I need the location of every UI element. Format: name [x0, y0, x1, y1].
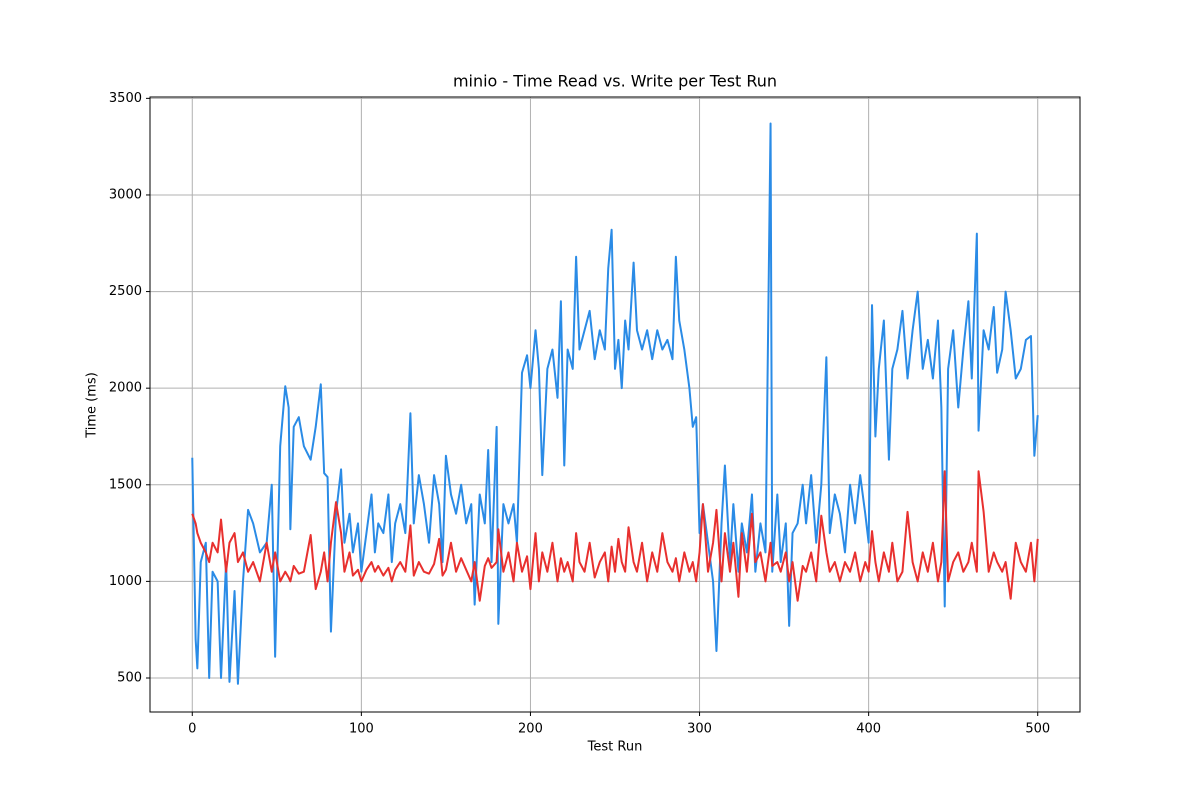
x-tick-label: 300 — [687, 722, 712, 737]
x-tick-label: 100 — [349, 722, 374, 737]
y-tick-label: 1500 — [109, 477, 142, 492]
x-axis-label: Test Run — [587, 740, 643, 755]
y-tick-label: 1000 — [109, 574, 142, 589]
x-tick-label: 200 — [518, 722, 543, 737]
y-tick-label: 500 — [117, 670, 142, 685]
x-tick-label: 0 — [188, 722, 196, 737]
y-tick-label: 2500 — [109, 284, 142, 299]
y-tick-label: 3000 — [109, 187, 142, 202]
x-tick-label: 500 — [1025, 722, 1050, 737]
x-tick-label: 400 — [856, 722, 881, 737]
y-tick-label: 3500 — [109, 91, 142, 106]
series-line — [191, 470, 1039, 602]
y-tick-label: 2000 — [109, 381, 142, 396]
plot-frame — [149, 96, 1081, 713]
series-line — [191, 122, 1039, 685]
chart-title: minio - Time Read vs. Write per Test Run — [453, 72, 777, 91]
y-axis-label: Time (ms) — [85, 372, 100, 439]
